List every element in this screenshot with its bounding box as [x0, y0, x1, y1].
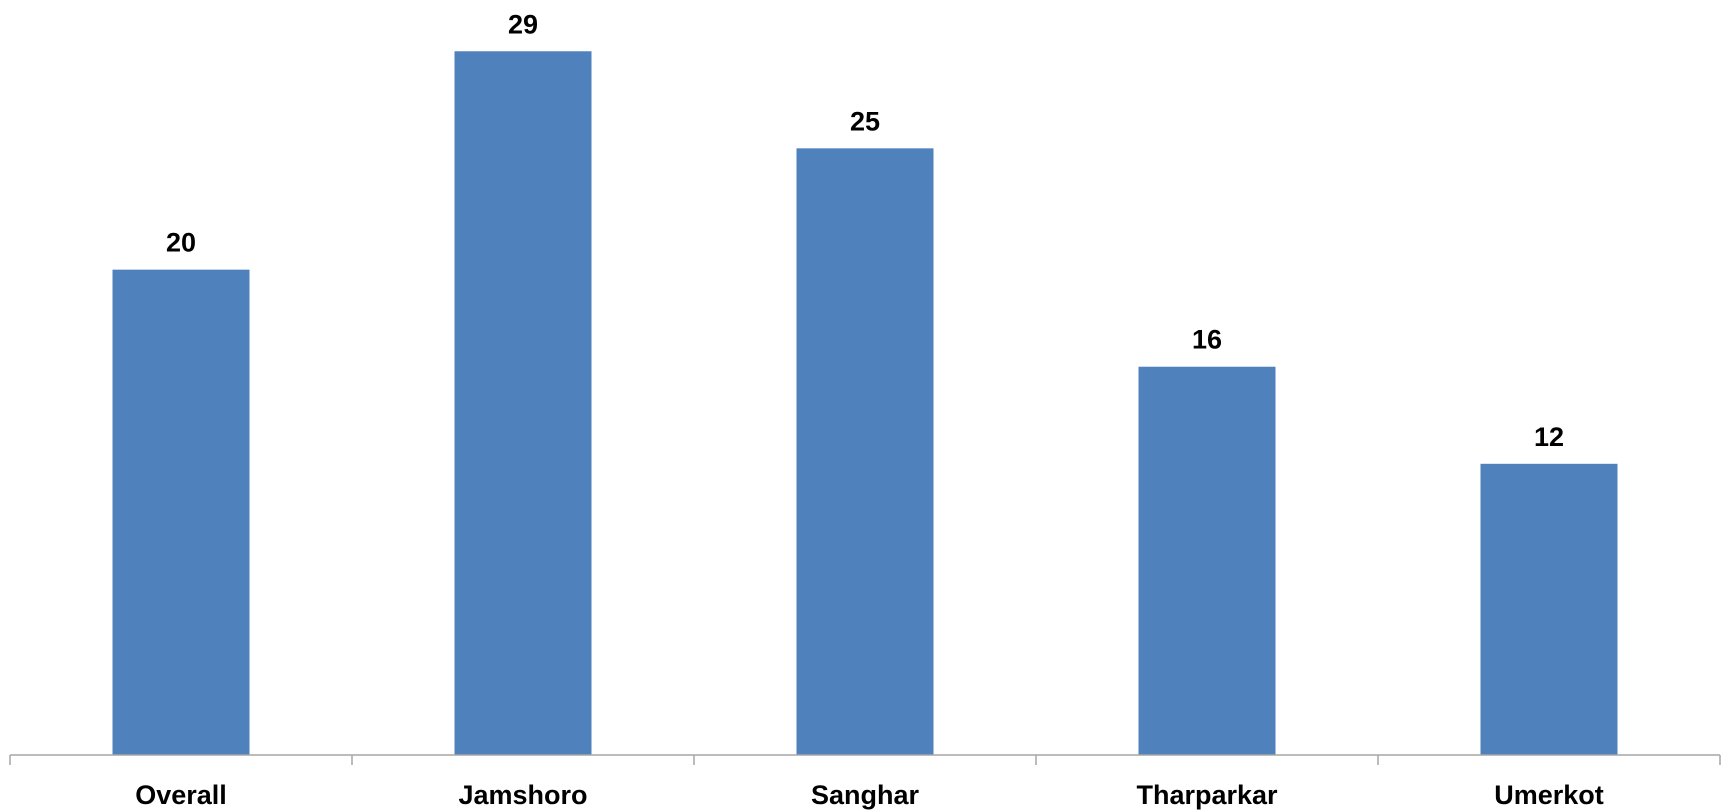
category-label-jamshoro: Jamshoro	[458, 780, 587, 810]
data-label-jamshoro: 29	[508, 9, 538, 39]
category-label-overall: Overall	[135, 780, 227, 810]
x-axis-ticks	[9, 755, 1721, 765]
data-label-umerkot: 12	[1534, 422, 1564, 452]
data-label-tharparkar: 16	[1192, 325, 1222, 355]
data-label-overall: 20	[166, 228, 196, 258]
bar-jamshoro	[454, 51, 592, 756]
bar-tharparkar	[1138, 366, 1276, 755]
data-labels-group: 20 29 25 16 12	[166, 9, 1564, 452]
category-label-sanghar: Sanghar	[811, 780, 920, 810]
bar-overall	[112, 269, 250, 755]
category-labels-group: Overall Jamshoro Sanghar Tharparkar Umerkot	[135, 780, 1604, 810]
data-label-sanghar: 25	[850, 106, 880, 136]
bar-sanghar	[796, 148, 934, 756]
category-label-umerkot: Umerkot	[1494, 780, 1604, 810]
category-label-tharparkar: Tharparkar	[1136, 780, 1278, 810]
bars-group	[112, 51, 1618, 756]
bar-umerkot	[1480, 463, 1618, 755]
